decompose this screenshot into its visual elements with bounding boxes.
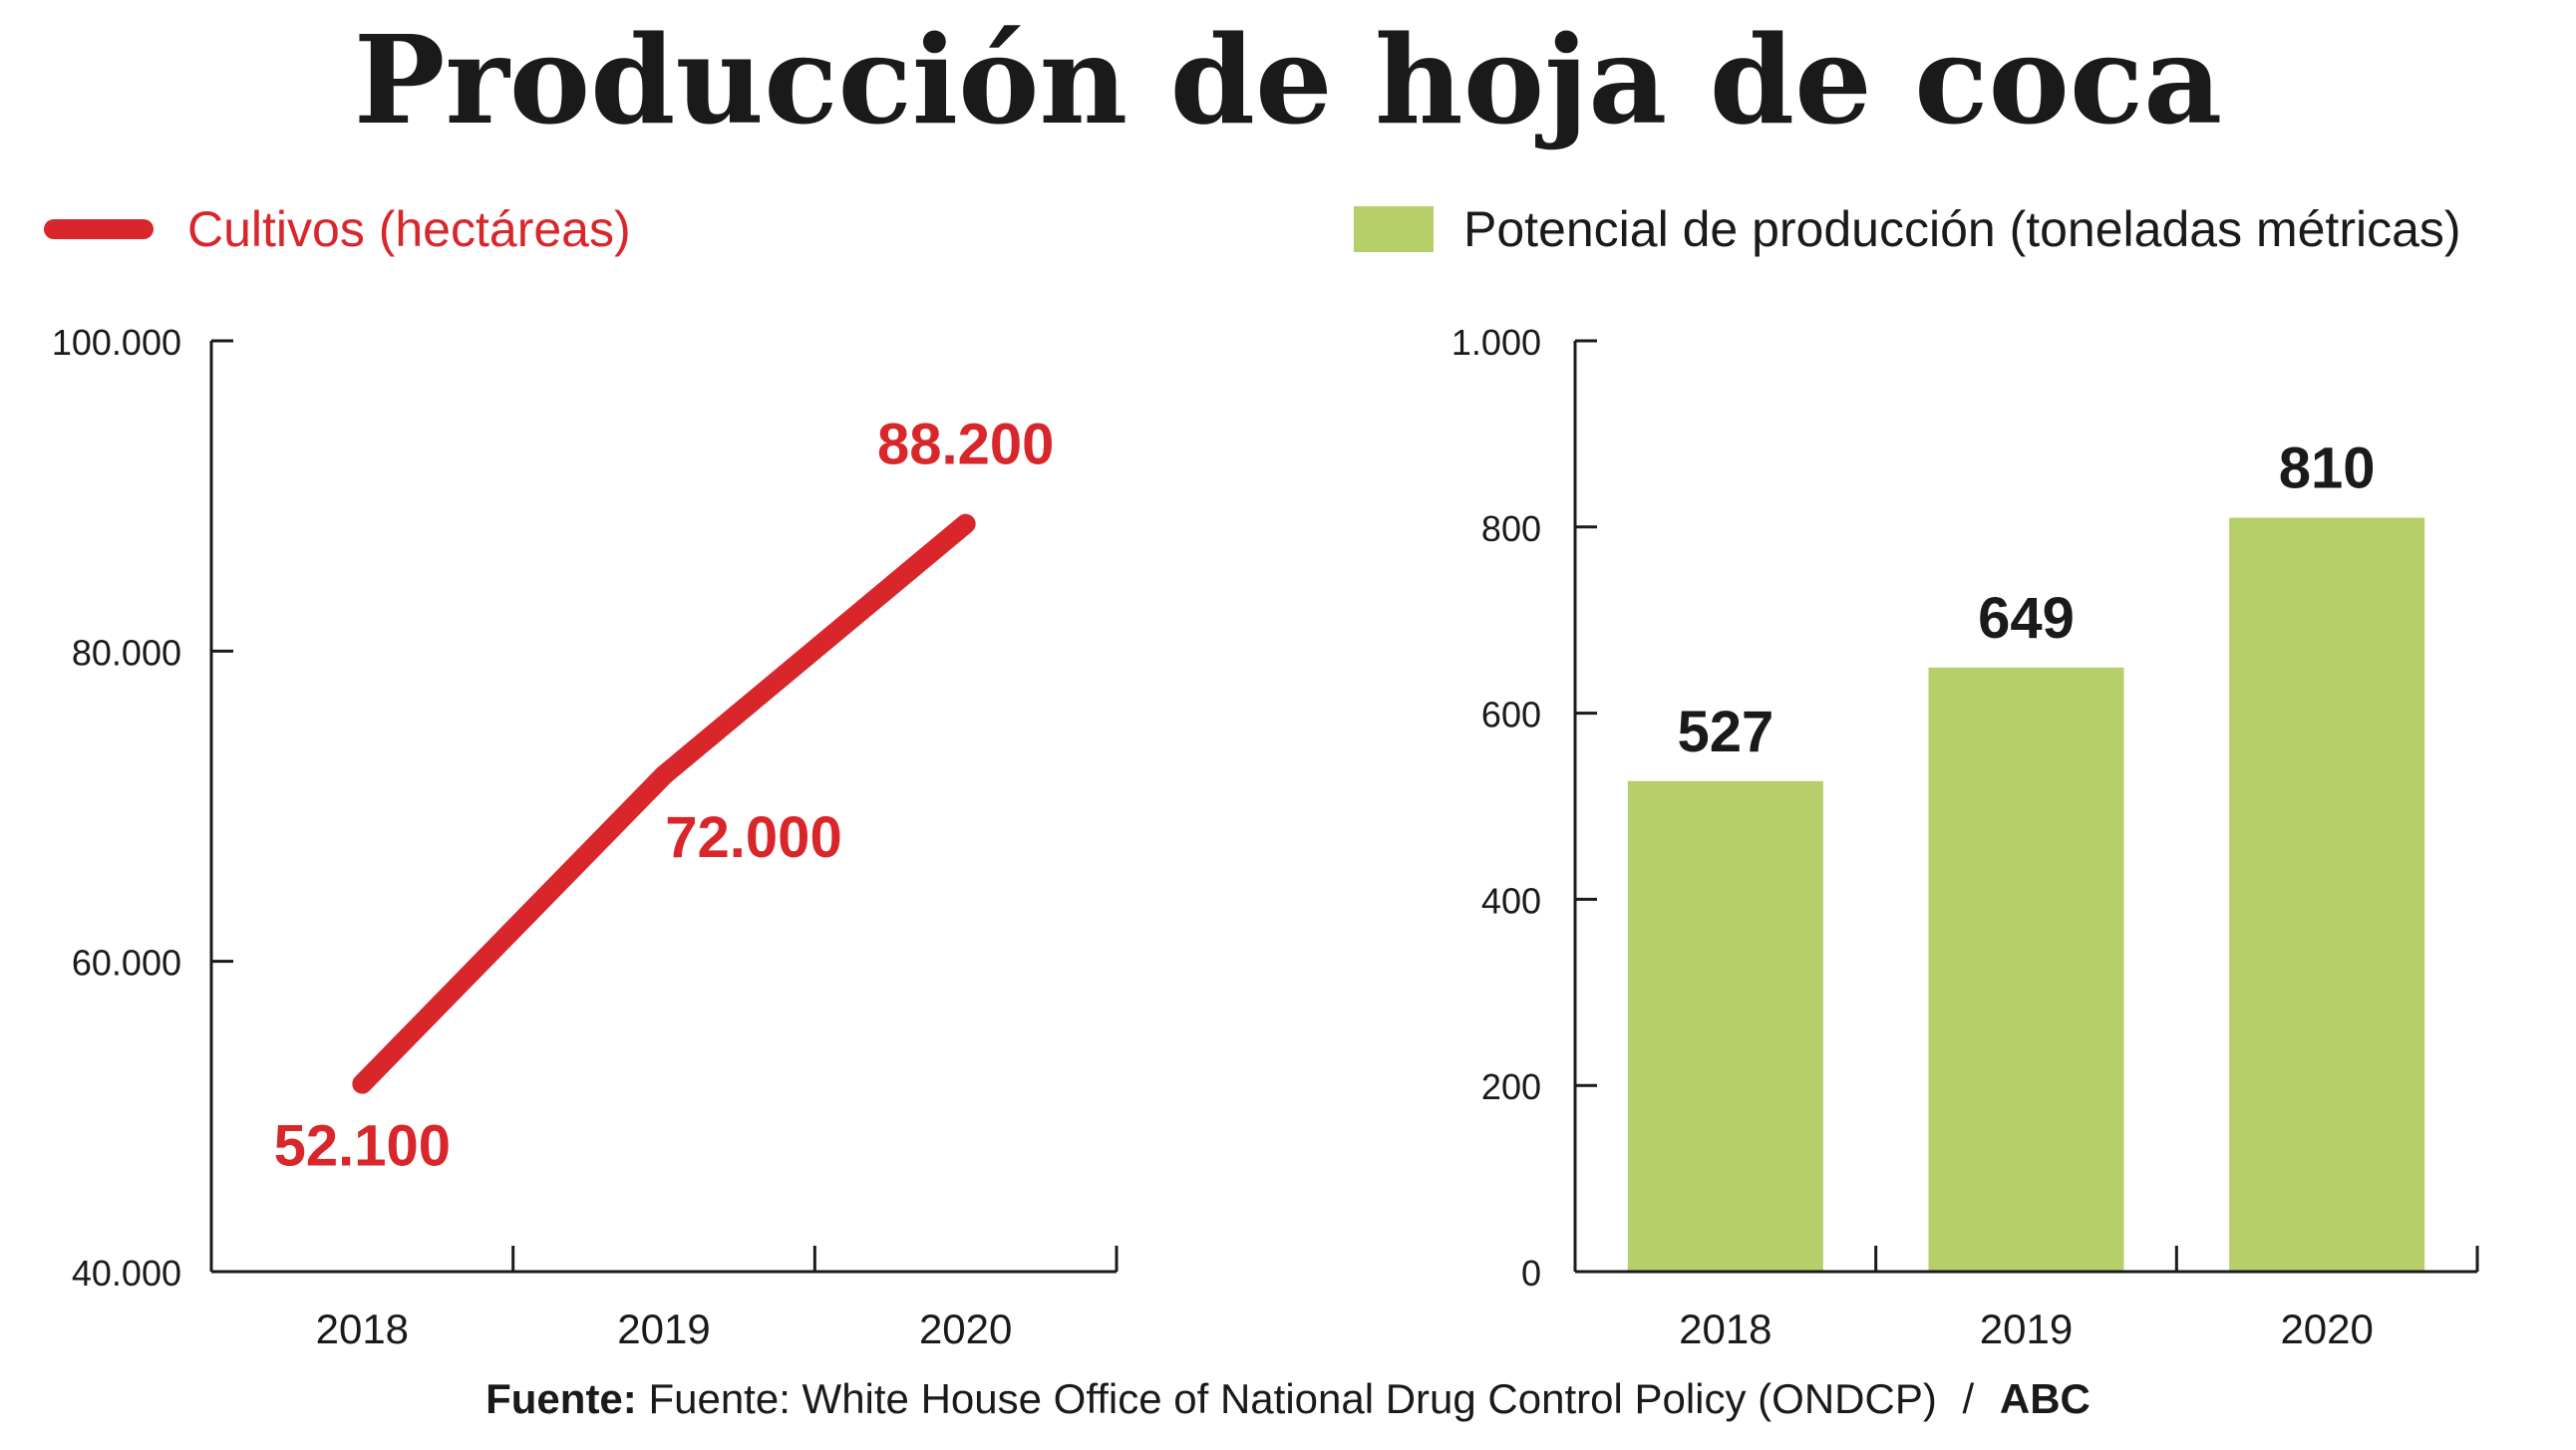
- footer-separator: /: [1962, 1375, 1975, 1422]
- line-data-label: 72.000: [665, 805, 841, 870]
- legend-line-swatch: [44, 219, 154, 239]
- bar-x-tick-label: 2018: [1679, 1305, 1771, 1352]
- line-x-tick-label: 2020: [919, 1305, 1012, 1352]
- bar-x-tick-label: 2019: [1980, 1305, 2073, 1352]
- legend-line: Cultivos (hectáreas): [44, 194, 631, 264]
- bar: [1627, 780, 1823, 1272]
- footer-label: Fuente:: [485, 1375, 637, 1422]
- bar-data-label: 649: [1978, 586, 2075, 651]
- line-y-tick-label: 40.000: [72, 1253, 181, 1294]
- footer-brand: ABC: [1999, 1375, 2091, 1422]
- bar-y-tick-label: 400: [1481, 880, 1541, 921]
- line-x-tick-label: 2019: [617, 1305, 710, 1352]
- line-y-tick-label: 60.000: [72, 943, 181, 984]
- line-x-tick-label: 2018: [316, 1305, 409, 1352]
- legend-bar-label: Potencial de producción (toneladas métri…: [1463, 201, 2461, 257]
- line-data-label: 52.100: [274, 1114, 451, 1179]
- bar-data-label: 810: [2279, 435, 2376, 500]
- line-y-tick-label: 80.000: [72, 632, 181, 673]
- line-data-label: 88.200: [877, 413, 1054, 477]
- footer: Fuente: Fuente: White House Office of Na…: [0, 1375, 2576, 1423]
- bar: [2229, 517, 2425, 1272]
- chart-title: Producción de hoja de coca: [353, 8, 2223, 151]
- bar-y-tick-label: 200: [1481, 1066, 1541, 1107]
- bar-y-tick-label: 800: [1481, 508, 1541, 549]
- bar-data-label: 527: [1677, 700, 1773, 764]
- legend-line-label: Cultivos (hectáreas): [187, 201, 631, 257]
- bar-x-tick-label: 2020: [2280, 1305, 2373, 1352]
- bar-y-tick-label: 0: [1521, 1253, 1541, 1294]
- bar: [1928, 667, 2124, 1272]
- line-y-tick-label: 100.000: [52, 322, 181, 363]
- legend-bar: Potencial de producción (toneladas métri…: [1354, 194, 2461, 264]
- footer-source: Fuente: White House Office of National D…: [648, 1375, 1937, 1422]
- bar-chart: 527 649 810 0 200 400 600 800 1.000 2018 2019 2020: [1451, 322, 2479, 1352]
- bar-y-tick-label: 1.000: [1451, 322, 1541, 363]
- legend-bar-swatch: [1354, 206, 1434, 252]
- bar-y-tick-label: 600: [1481, 695, 1541, 735]
- line-series-cultivos: [352, 513, 976, 1094]
- line-chart: 40.000 60.000 80.000 100.000 2018 2019 2020 52.…: [52, 322, 1119, 1352]
